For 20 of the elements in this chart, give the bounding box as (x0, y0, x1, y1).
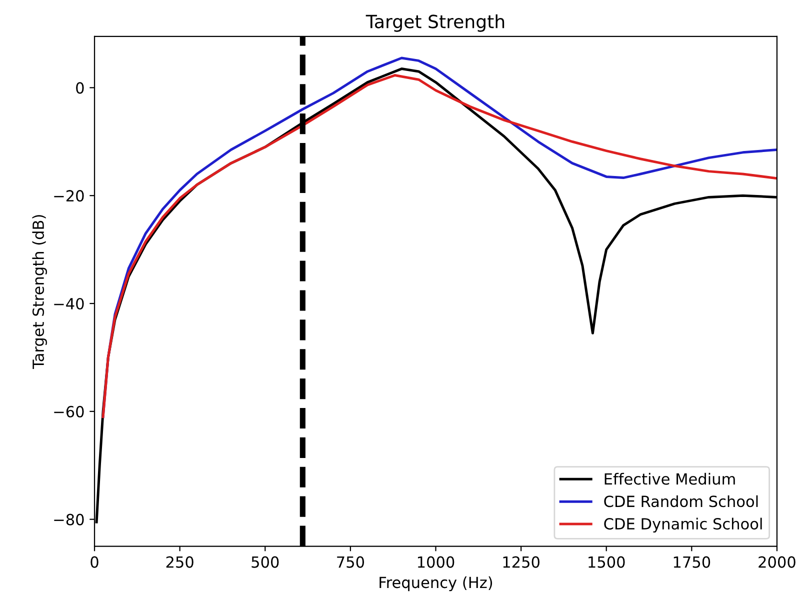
x-axis-title: Frequency (Hz) (380, 576, 492, 592)
y-tick-label: −40 (54, 298, 84, 310)
x-tick-label: 1250 (503, 556, 540, 568)
x-tick-label: 1000 (418, 556, 454, 568)
y-tick-label: 0 (76, 82, 84, 94)
x-tick-label: 750 (337, 556, 364, 568)
chart-title: Target Strength (366, 14, 504, 32)
x-tick-label: 250 (166, 556, 194, 568)
x-tick-label: 500 (252, 556, 279, 568)
legend-label: CDE Dynamic School (604, 518, 762, 533)
x-tick-label: 0 (90, 556, 98, 568)
x-tick-label: 1750 (674, 556, 710, 568)
legend-label: Effective Medium (604, 472, 735, 485)
x-tick-label: 2000 (758, 556, 796, 568)
y-tick-label: −80 (54, 514, 84, 526)
y-tick-label: −20 (54, 190, 84, 202)
y-tick-label: −60 (54, 406, 84, 418)
y-axis-title: Target Strength (dB) (32, 215, 47, 369)
x-tick-label: 1500 (588, 556, 625, 568)
legend-label: CDE Random School (604, 495, 758, 508)
